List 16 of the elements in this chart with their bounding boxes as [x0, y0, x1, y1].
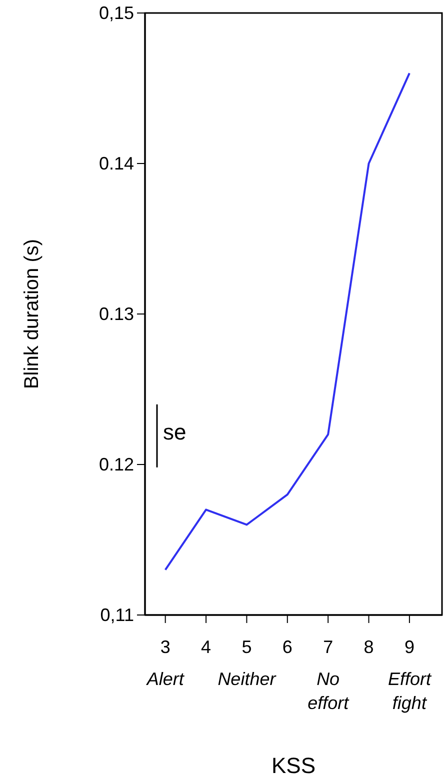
y-tick-label: 0,15 — [98, 2, 134, 23]
y-tick-label: 0.12 — [98, 454, 134, 474]
y-tick-label: 0.14 — [98, 153, 134, 174]
x-axis-title: KSS — [271, 753, 316, 778]
y-tick-label: 0,11 — [100, 604, 134, 625]
annotation: se — [163, 419, 186, 444]
x-tick-label: 6 — [282, 637, 292, 657]
y-axis-title: Blink duration (s) — [21, 238, 43, 390]
x-tick-label: 5 Neither — [218, 637, 277, 689]
line-series — [164, 72, 410, 571]
x-tick-label: 4 — [201, 637, 212, 657]
x-tick-label: 9 Effort fight — [388, 637, 432, 713]
x-tick-label: 8 — [364, 637, 374, 657]
x-tick-label: 3 Alert — [146, 637, 185, 689]
y-tick-label: 0.13 — [98, 304, 134, 324]
x-tick-label: 7 No effort — [308, 637, 350, 713]
